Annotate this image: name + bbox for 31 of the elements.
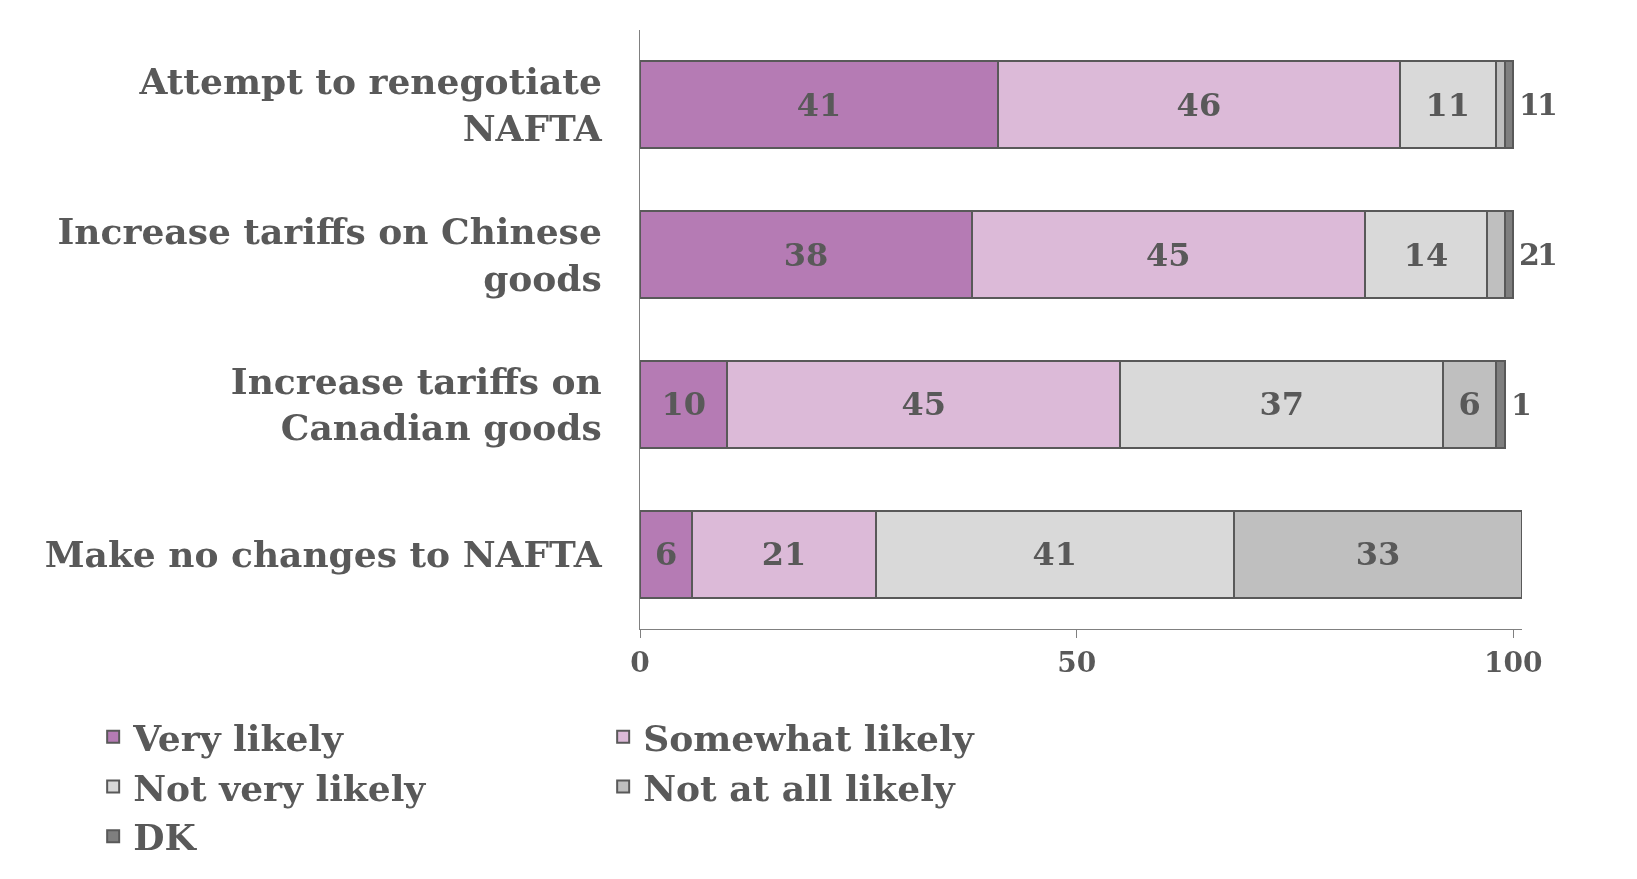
- legend-label: Very likely: [132, 716, 344, 759]
- data-label: 6: [655, 535, 678, 574]
- y-tick-label: Increase tariffs on Chinese goods: [57, 209, 602, 299]
- x-tick-label: 50: [1057, 645, 1097, 679]
- data-label: 1: [1537, 87, 1558, 122]
- x-tick-label: 0: [630, 645, 650, 679]
- data-label: 1: [1511, 387, 1532, 422]
- x-tick-label: 100: [1484, 645, 1543, 679]
- y-tick-label: Make no changes to NAFTA: [44, 532, 603, 575]
- data-label: 11: [1425, 85, 1471, 124]
- data-label: 10: [661, 385, 706, 424]
- y-tick-label: Attempt to renegotiate NAFTA: [138, 60, 603, 149]
- data-label: 33: [1355, 535, 1401, 574]
- data-label: 41: [1032, 535, 1078, 574]
- data-label: 46: [1176, 85, 1222, 124]
- legend-label: DK: [133, 816, 198, 859]
- data-label: 6: [1458, 385, 1481, 424]
- data-label: 21: [761, 535, 807, 574]
- data-label: 14: [1403, 235, 1449, 274]
- data-label: 2: [1519, 237, 1540, 272]
- legend-label: Not very likely: [133, 766, 427, 809]
- data-label: 37: [1259, 385, 1305, 424]
- legend-label: Not at all likely: [643, 766, 956, 809]
- data-label: 1: [1519, 87, 1540, 122]
- data-label: 41: [796, 85, 842, 124]
- y-tick-label: Increase tariffs on Canadian goods: [230, 359, 602, 449]
- data-label: 38: [783, 235, 829, 274]
- legend-label: Somewhat likely: [643, 716, 975, 759]
- data-label: 1: [1537, 237, 1558, 272]
- data-label: 45: [901, 385, 947, 424]
- data-label: 45: [1146, 235, 1191, 274]
